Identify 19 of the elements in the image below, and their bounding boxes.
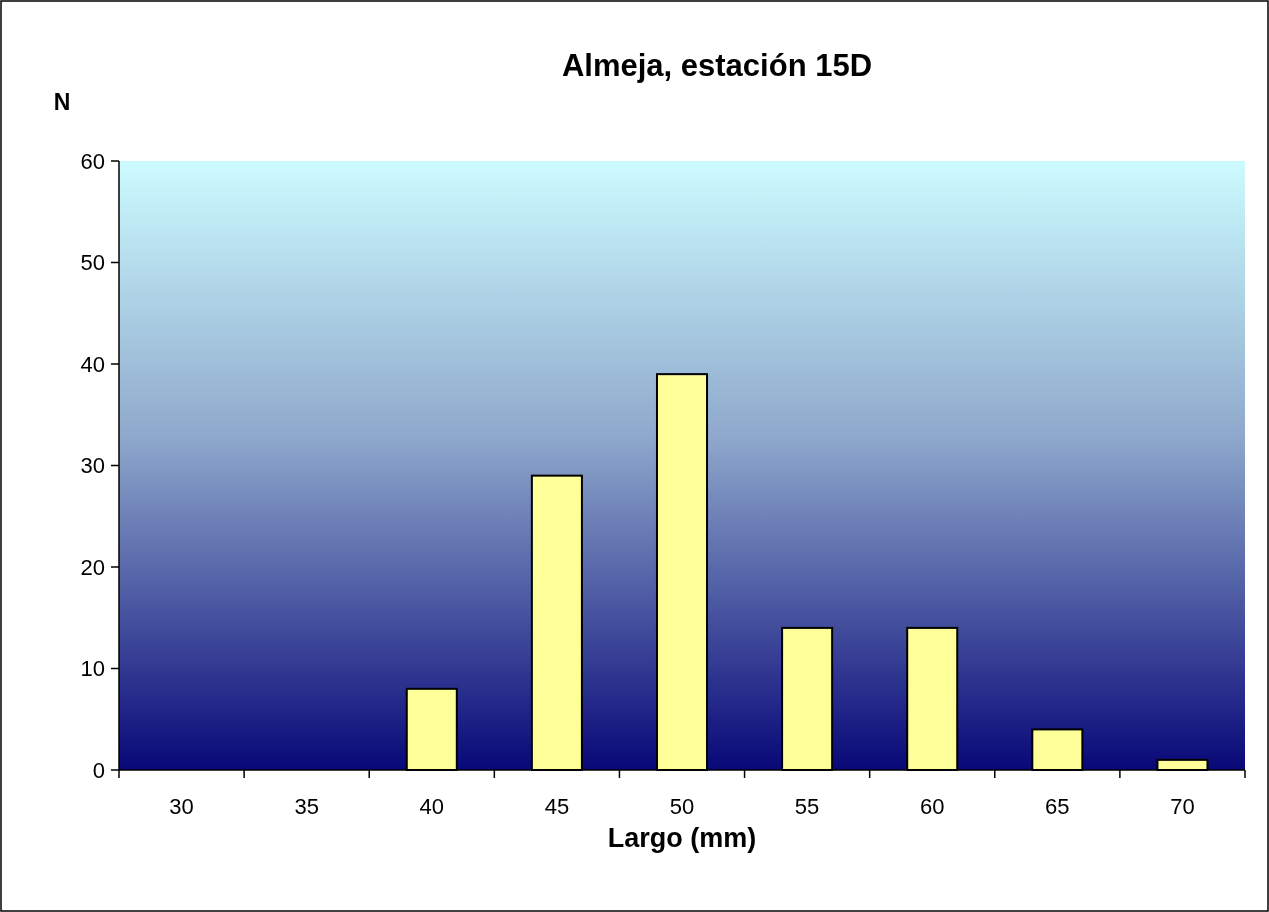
y-axis-title: N (53, 89, 71, 115)
x-tick-label: 40 (419, 794, 445, 819)
y-tick-label: 30 (80, 453, 105, 479)
x-tick-label: 50 (669, 794, 695, 819)
x-tick-label: 30 (169, 794, 194, 819)
y-tick-label: 10 (80, 656, 105, 682)
chart-title: Almeja, estación 15D (561, 48, 873, 83)
y-tick-label: 40 (80, 351, 105, 377)
y-tick-label: 60 (80, 148, 105, 174)
x-tick-label: 70 (1170, 794, 1195, 819)
y-tick-label: 50 (80, 250, 105, 276)
x-tick-label: 65 (1045, 794, 1070, 819)
y-tick-label: 0 (92, 757, 105, 783)
y-tick-label: 20 (80, 554, 105, 580)
x-axis-title: Largo (mm) (607, 823, 757, 853)
x-tick-label: 45 (544, 794, 570, 819)
x-tick-label: 55 (794, 794, 820, 819)
x-tick-label: 35 (294, 794, 319, 819)
x-tick-label: 60 (919, 794, 945, 819)
